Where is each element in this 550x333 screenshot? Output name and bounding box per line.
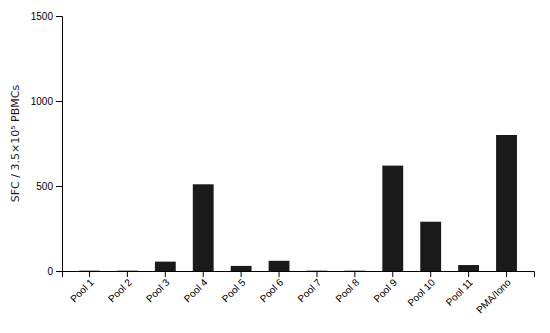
- x-tick-mark: [316, 271, 317, 277]
- bar: [344, 270, 365, 271]
- x-tick-label: Pool 3: [144, 276, 172, 304]
- x-tick: Pool 7: [295, 271, 323, 304]
- x-tick-label: Pool 4: [182, 276, 210, 304]
- y-tick: 500: [36, 181, 62, 192]
- x-tick-mark: [468, 271, 469, 277]
- x-tick-label: Pool 6: [258, 276, 286, 304]
- x-tick: Pool 5: [220, 271, 248, 304]
- x-tick-mark: [430, 271, 431, 277]
- x-tick-mark: [89, 271, 90, 277]
- x-tick-mark: [127, 271, 128, 277]
- x-tick: Pool 1: [68, 271, 96, 304]
- y-tick: 0: [47, 266, 62, 277]
- bar: [231, 266, 252, 271]
- y-tick-mark: [56, 186, 62, 187]
- x-tick: Pool 9: [371, 271, 399, 304]
- bar: [79, 270, 100, 271]
- x-tick: Pool 2: [106, 271, 134, 304]
- plot-area: 050010001500Pool 1Pool 2Pool 3Pool 4Pool…: [31, 11, 535, 316]
- bar: [269, 261, 290, 271]
- x-tick-label: Pool 11: [444, 276, 476, 308]
- x-tick: Pool 3: [144, 271, 172, 304]
- bar: [382, 166, 403, 271]
- y-tick-mark: [56, 101, 62, 102]
- y-tick-label: 1500: [31, 11, 54, 22]
- bar: [307, 270, 328, 271]
- x-tick-label: Pool 10: [405, 276, 437, 308]
- y-axis-line: [56, 17, 63, 272]
- x-tick-mark: [241, 271, 242, 277]
- bars: [79, 135, 517, 271]
- x-tick: Pool 6: [258, 271, 286, 304]
- y-tick: 1000: [31, 96, 62, 107]
- x-tick-label: PMA/Iono: [474, 276, 513, 315]
- x-tick: Pool 8: [333, 271, 361, 304]
- x-tick-label: Pool 5: [220, 276, 248, 304]
- x-tick-label: Pool 9: [371, 276, 399, 304]
- x-tick-label: Pool 2: [106, 276, 134, 304]
- y-tick-mark: [56, 271, 62, 272]
- x-tick: PMA/Iono: [474, 271, 513, 315]
- x-tick-label: Pool 8: [333, 276, 361, 304]
- bar: [155, 262, 176, 271]
- x-axis: Pool 1 Pool 2 Pool 3 Pool 4 Pool 5 Pool 6 Pool…: [63, 271, 535, 315]
- x-tick-label: Pool 7: [295, 276, 323, 304]
- x-tick-mark: [165, 271, 166, 277]
- y-tick-mark: [56, 16, 62, 17]
- y-tick-label: 500: [36, 181, 53, 192]
- y-tick-label: 0: [47, 266, 53, 277]
- y-tick: 1500: [31, 11, 62, 22]
- x-tick-mark: [506, 271, 507, 277]
- x-tick-label: Pool 1: [68, 276, 96, 304]
- x-tick: Pool 10: [405, 271, 437, 308]
- y-tick-label: 1000: [31, 96, 54, 107]
- x-tick: Pool 4: [182, 271, 210, 304]
- bar: [458, 265, 479, 271]
- chart-svg: 050010001500Pool 1Pool 2Pool 3Pool 4Pool…: [0, 0, 550, 333]
- x-tick: Pool 11: [444, 271, 476, 308]
- x-tick-mark: [392, 271, 393, 277]
- bar: [193, 184, 214, 271]
- bar: [117, 270, 138, 271]
- y-axis-title: SFC / 3.5×10⁵ PBMCs: [9, 85, 22, 203]
- x-tick-mark: [203, 271, 204, 277]
- x-axis-line: [63, 272, 535, 278]
- x-tick-mark: [354, 271, 355, 277]
- y-axis: 0 500 1000 1500: [31, 11, 63, 277]
- x-tick-mark: [279, 271, 280, 277]
- bar: [496, 135, 517, 271]
- bar: [420, 222, 441, 271]
